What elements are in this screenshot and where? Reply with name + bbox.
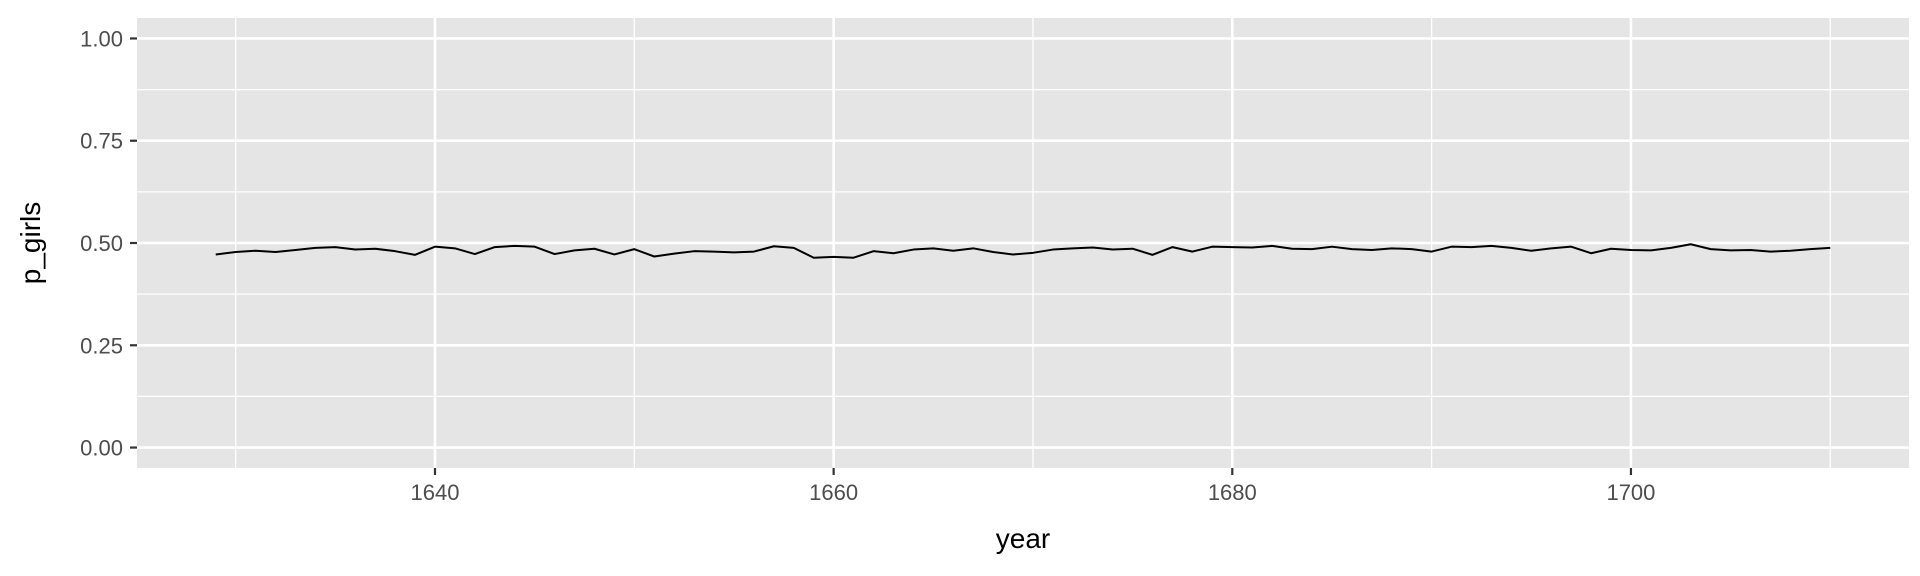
x-tick-label: 1700 [1606,480,1655,505]
series-layer [215,243,1831,259]
x-axis-title: year [996,523,1050,554]
x-tick-label: 1680 [1208,480,1257,505]
x-tick-label: 1640 [411,480,460,505]
grid-lines [137,18,1909,468]
y-tick-label: 0.50 [80,231,123,256]
y-axis-title: p_girls [15,202,46,284]
y-tick-label: 1.00 [80,26,123,51]
axes: 0.00 0.25 0.50 0.75 1.00 1640 1660 1680 1700 [80,26,1655,505]
y-tick-label: 0.25 [80,333,123,358]
x-tick-label: 1660 [809,480,858,505]
y-tick-label: 0.00 [80,436,123,461]
y-tick-label: 0.75 [80,129,123,154]
series-line [215,243,1831,259]
